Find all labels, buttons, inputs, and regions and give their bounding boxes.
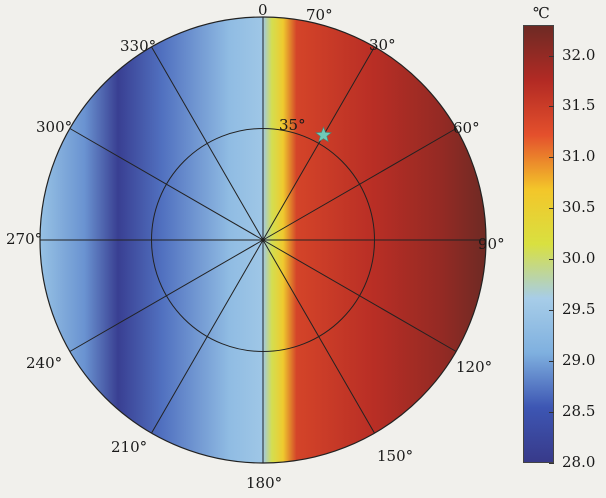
ring-label-0: 35°	[279, 116, 306, 134]
angle-label-60: 60°	[453, 119, 480, 137]
colorbar-tick-label: 28.0	[562, 453, 596, 471]
colorbar-tick-mark	[549, 310, 554, 312]
colorbar-tick-label: 29.5	[562, 300, 596, 319]
spoke-150	[262, 239, 375, 434]
spoke-30	[262, 46, 375, 241]
angle-label-210: 210°	[111, 438, 148, 456]
star-marker	[315, 126, 332, 143]
angle-label-120: 120°	[456, 358, 493, 376]
colorbar-tick-mark	[549, 106, 554, 108]
colorbar-tick-mark	[549, 157, 554, 159]
colorbar-tick-label: 30.0	[562, 249, 596, 268]
spoke-120	[262, 239, 457, 352]
colorbar-tick-mark	[549, 208, 554, 210]
colorbar-tick-label: 30.5	[562, 198, 596, 217]
angle-label-270: 270°	[6, 230, 43, 248]
spoke-240	[69, 239, 264, 352]
spoke-60	[262, 128, 457, 241]
angle-label-300: 300°	[36, 118, 73, 136]
colorbar-tick-mark	[549, 259, 554, 261]
spoke-210	[151, 239, 264, 434]
colorbar-tick-mark	[549, 55, 554, 57]
colorbar-tick-label: 31.5	[562, 96, 596, 115]
angle-label-240: 240°	[26, 354, 63, 372]
angle-label-0: 0	[258, 1, 268, 19]
angle-label-30: 30°	[369, 36, 396, 54]
spoke-300	[69, 128, 264, 241]
colorbar-unit: ℃	[533, 4, 550, 22]
angle-label-150: 150°	[377, 447, 414, 465]
angle-label-180: 180°	[246, 474, 283, 492]
colorbar	[523, 25, 554, 463]
colorbar-tick-label: 32.0	[562, 45, 596, 64]
colorbar-tick-mark	[549, 361, 554, 363]
colorbar-tick-mark	[549, 463, 554, 464]
ring-label-1: 70°	[306, 6, 333, 24]
colorbar-tick-label: 31.0	[562, 147, 596, 166]
angle-label-330: 330°	[120, 37, 157, 55]
colorbar-tick-mark	[549, 412, 554, 414]
colorbar-tick-label: 29.0	[562, 351, 596, 370]
colorbar-tick-label: 28.5	[562, 402, 596, 421]
spoke-330	[151, 46, 264, 241]
angle-label-90: 90°	[478, 235, 505, 253]
